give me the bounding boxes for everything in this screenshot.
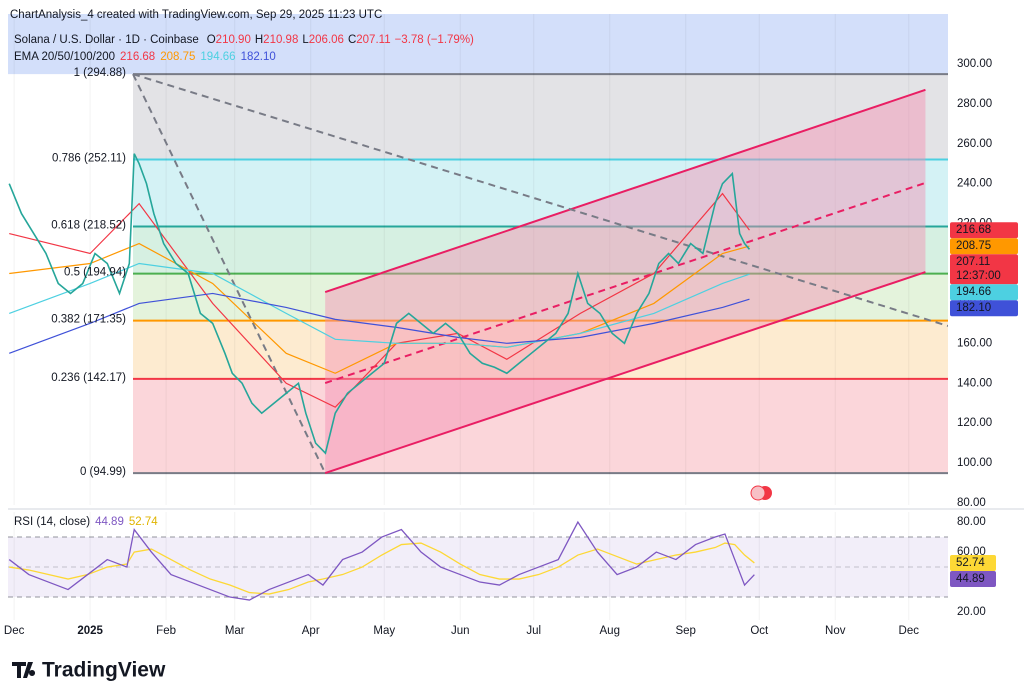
- rsi-badge: [950, 570, 996, 587]
- rsi-label: RSI (14, close): [14, 516, 90, 528]
- price-badge: [950, 222, 1018, 239]
- ema-header: EMA 20/50/100/200 216.68 208.75 194.66 182.1…: [14, 51, 276, 63]
- y-tick-label: 100.00: [957, 457, 992, 469]
- y-tick-label: 80.00: [957, 497, 986, 509]
- rsi-header: RSI (14, close) 44.89 52.74: [14, 516, 158, 528]
- fib-label: 0.786 (252.11): [52, 153, 126, 165]
- channel-line: [324, 271, 926, 475]
- fib-label: 0 (94.99): [80, 466, 126, 478]
- price-badge-label: 208.75: [956, 240, 991, 252]
- symbol-header: Solana / U.S. Dollar · 1D · Coinbase O210…: [14, 34, 474, 46]
- y-tick-label: 140.00: [957, 377, 992, 389]
- price-badge: [950, 284, 1018, 301]
- y-tick-label: 160.00: [957, 337, 992, 349]
- price-badge-label: 194.66: [956, 286, 991, 298]
- ohlc-value: 210.90: [216, 34, 251, 46]
- fib-label: 0.382 (171.35): [51, 314, 126, 326]
- event-icon: [750, 485, 772, 501]
- fib-label: 1 (294.88): [74, 67, 127, 79]
- rsi-value: 44.89: [95, 516, 124, 528]
- price-change: −3.78 (−1.79%): [395, 34, 474, 46]
- overlays: 1 (294.88) 0.786 (252.11) 0.618 (218.52) 0.…: [4, 58, 1018, 637]
- x-tick-label: Mar: [225, 625, 245, 637]
- x-tick-label: Aug: [600, 625, 620, 637]
- x-tick-label: Apr: [302, 625, 320, 637]
- ohlc-key: H: [255, 34, 263, 46]
- ema-value: 194.66: [200, 51, 235, 63]
- ema-label: EMA 20/50/100/200: [14, 51, 115, 63]
- ohlc-value: 207.11: [356, 34, 390, 46]
- price-badge-label: 182.10: [956, 302, 991, 314]
- price-badge: [950, 238, 1018, 255]
- ema-line: [9, 262, 750, 348]
- fib-above-zone: [8, 14, 948, 75]
- rsi-badge: [950, 554, 996, 571]
- fib-label: 0.236 (142.17): [51, 372, 126, 384]
- channel-fill: [325, 89, 926, 474]
- y-tick-label: 120.00: [957, 417, 992, 429]
- rsi-tick-label: 80.00: [957, 516, 986, 528]
- rsi-line: [8, 520, 755, 601]
- ohlc-value: 206.06: [309, 34, 344, 46]
- ema-value: 182.10: [241, 51, 276, 63]
- trend-line: [324, 181, 926, 384]
- y-tick-label: 300.00: [957, 58, 992, 70]
- y-tick-label: 240.00: [957, 178, 992, 190]
- fib-zone: [133, 226, 948, 274]
- x-tick-label: Dec: [4, 625, 25, 637]
- x-tick-label: Jul: [526, 625, 541, 637]
- x-tick-label: Nov: [825, 625, 846, 637]
- x-tick-label: Dec: [899, 625, 920, 637]
- x-tick-label: Jun: [451, 625, 470, 637]
- x-tick-label: Sep: [675, 625, 695, 637]
- trend-line: [132, 73, 948, 327]
- attribution: ChartAnalysis_4 created with TradingView…: [10, 9, 382, 21]
- symbol-title: Solana / U.S. Dollar · 1D · Coinbase: [14, 34, 199, 46]
- price-badge-label: 207.11: [956, 256, 990, 268]
- brand: TradingView: [42, 659, 166, 682]
- ohlc-value: 210.98: [263, 34, 298, 46]
- fib-zone: [133, 378, 948, 474]
- fib-label: 0.5 (194.94): [64, 267, 126, 279]
- ohlc-key: C: [348, 34, 356, 46]
- x-tick-label: Feb: [156, 625, 176, 637]
- y-tick-label: 260.00: [957, 138, 992, 150]
- channel-line: [324, 88, 926, 293]
- price-badge: [950, 300, 1018, 317]
- fib-label: 0.618 (218.52): [51, 220, 126, 232]
- rsi-badge-label: 52.74: [956, 557, 985, 569]
- rsi-pane: [8, 512, 948, 620]
- fib-zone: [133, 74, 948, 160]
- ohlc-key: O: [207, 34, 216, 46]
- x-tick-label: Oct: [750, 625, 769, 637]
- x-tick-label: 2025: [77, 625, 103, 637]
- trend-line: [132, 73, 327, 474]
- x-tick-label: May: [373, 625, 395, 637]
- y-tick-label: 280.00: [957, 98, 992, 110]
- ema-value: 216.68: [120, 51, 155, 63]
- rsi-badge-label: 44.89: [956, 573, 985, 585]
- ema-line: [9, 292, 750, 354]
- price-line: [8, 153, 751, 455]
- price-badge: [950, 254, 1018, 285]
- fib-zone: [133, 320, 948, 379]
- rsi-value: 52.74: [129, 516, 158, 528]
- ema-value: 208.75: [160, 51, 195, 63]
- backgrounds: [8, 14, 948, 474]
- price-pane: [8, 14, 948, 505]
- ohlc-key: L: [302, 34, 309, 46]
- fib-zone: [133, 273, 948, 321]
- countdown: 12:37:00: [956, 270, 1001, 282]
- logo: TradingView: [12, 659, 166, 682]
- rsi-tick-label: 20.00: [957, 606, 986, 618]
- fib-zone: [133, 159, 948, 227]
- rsi-line: [9, 542, 755, 595]
- price-badge-label: 216.68: [956, 224, 991, 236]
